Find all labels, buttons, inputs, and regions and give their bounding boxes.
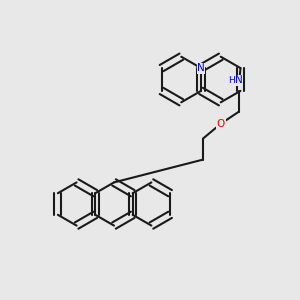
Text: O: O	[217, 118, 225, 129]
Text: H: H	[228, 76, 235, 85]
Text: N: N	[235, 75, 243, 85]
Text: N: N	[197, 63, 205, 73]
